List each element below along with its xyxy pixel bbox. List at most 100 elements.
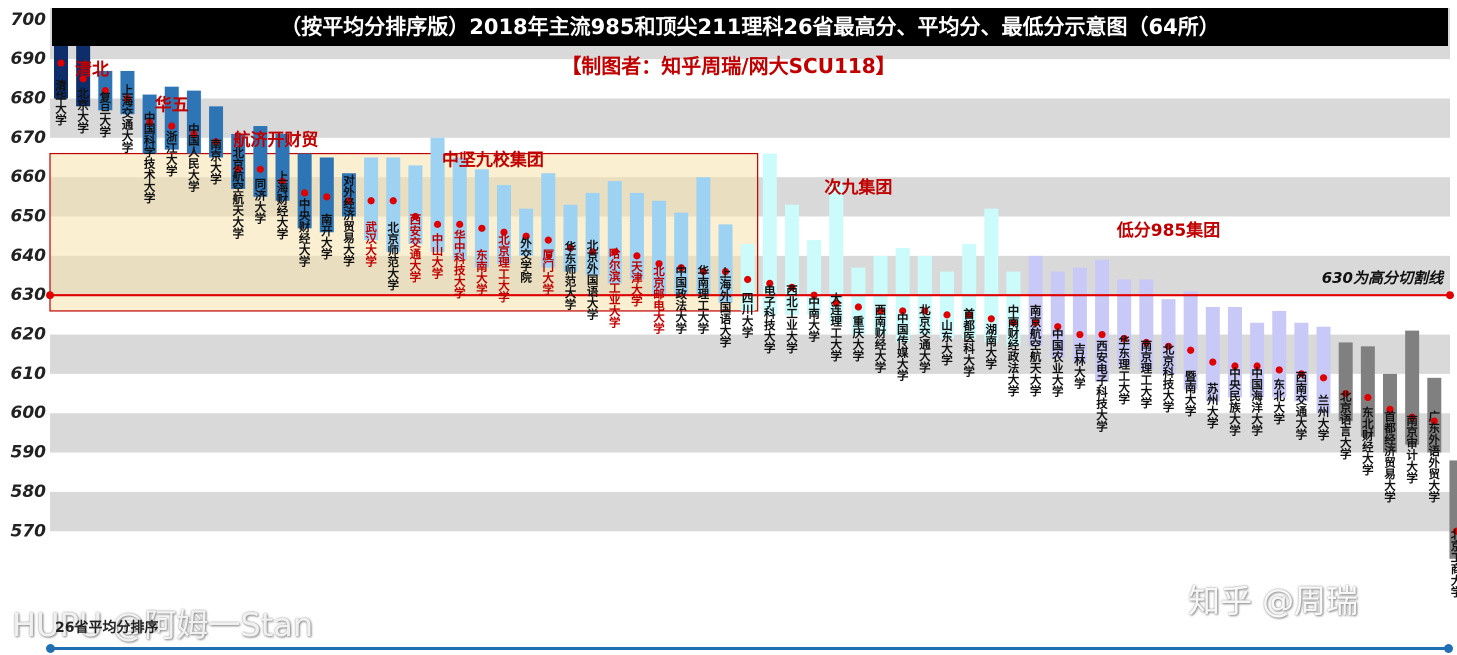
range-bar [940,271,954,339]
group-annotation: 航济开财贸 [233,130,318,151]
avg-dot [633,252,641,260]
university-label: 首都经济贸易大学 [1383,410,1397,504]
avg-dot [234,165,242,173]
group-annotation: 中坚九校集团 [442,149,544,170]
avg-dot [1253,362,1261,370]
avg-dot [1386,405,1394,413]
range-bar [541,173,556,268]
university-label: 首都医科大学 [962,307,976,378]
avg-dot [1142,338,1150,347]
avg-dot [832,299,840,307]
range-bar [1405,330,1420,445]
university-label: 重庆大学 [851,315,865,363]
grid-band [50,98,1450,138]
range-bar [452,157,467,260]
avg-dot [699,267,707,276]
range-bar [1028,255,1043,347]
avg-dot [500,228,508,236]
university-label: 上海外国语大学 [719,266,733,348]
avg-dot [146,118,154,126]
university-label: 中南大学 [807,295,821,343]
footer-note: 26省平均分排序 [55,620,159,636]
university-label: 中国科学技术大学 [143,111,157,205]
group-annotation: 华五 [155,94,189,115]
university-label: 大连理工大学 [829,291,843,362]
chart-title: （按平均分排序版）2018年主流985和顶尖211理科26省最高分、平均分、最低… [52,8,1448,46]
range-bar [474,169,489,268]
avg-dot [389,197,397,205]
avg-dot [854,303,863,311]
university-label: 中南财经政法大学 [1006,303,1020,397]
range-bar [829,181,844,323]
university-label: 华中科技大学 [453,228,467,299]
range-bar [1072,267,1087,363]
university-label: 北京航空航天大学 [231,146,245,240]
range-bar [607,181,622,284]
university-label: 东南大学 [475,248,489,296]
y-tick-label: 640 [11,246,47,266]
university-label: 中山大学 [431,232,445,280]
university-label: 电子科技大学 [763,283,777,354]
range-bar [275,133,290,201]
avg-dot [456,220,464,228]
range-bar [386,157,401,252]
avg-dot [79,75,87,83]
avg-dot [1054,323,1062,331]
range-bar [851,267,866,335]
range-bar [1117,279,1132,367]
avg-dot [168,122,176,130]
university-label: 中国政法大学 [674,264,688,335]
avg-dot [1275,366,1283,374]
range-bar [1250,322,1265,398]
university-label: 南开大学 [320,212,334,260]
range-bar [1139,279,1154,370]
university-label: 上海交通大学 [120,83,134,154]
university-label: 同济大学 [253,178,267,225]
y-tick-label: 690 [11,49,47,69]
university-label: 复旦大学 [98,90,112,138]
cutoff-label: 630为高分切割线 [1322,269,1445,287]
y-tick-label: 590 [11,443,47,463]
university-label: 吉林大学 [1073,342,1087,390]
range-bar [1338,342,1353,422]
range-bar [497,185,511,264]
university-label: 南京审计大学 [1405,413,1419,484]
footer-dot-right [1444,644,1453,653]
avg-dot [411,212,419,221]
range-bar [341,173,356,217]
avg-dot [278,177,287,185]
university-label: 兰州大学 [1317,393,1331,441]
avg-dot [1452,527,1457,535]
avg-dot [256,165,264,173]
avg-dot [876,307,885,315]
university-label: 南京大学 [209,138,223,186]
university-label: 北京大学 [76,86,90,134]
y-tick-label: 630 [11,285,47,305]
footer-line [50,647,1450,650]
avg-dot [721,267,730,276]
university-label: 北京邮电大学 [652,264,666,335]
university-label: 北京理工大学 [497,232,511,303]
university-label: 北京工商大学 [1449,527,1457,598]
y-tick-label: 670 [11,128,47,148]
range-bar [519,208,534,256]
avg-dot [301,189,309,197]
university-label: 西南财经大学 [874,304,888,374]
avg-dot [921,307,929,315]
avg-dot [677,264,685,272]
university-label: 西南交通大学 [1294,371,1308,441]
university-label: 武汉大学 [364,220,378,268]
university-label: 东北大学 [1272,378,1286,426]
avg-dot [589,248,597,256]
avg-dot [323,193,331,201]
university-label: 广东外语外贸大学 [1427,410,1441,504]
range-bar [1050,271,1065,359]
university-label: 西北工业大学 [785,284,799,354]
avg-dot [478,224,486,232]
cutoff-dot-right [1446,291,1454,300]
cutoff-dot-left [46,291,54,300]
university-label: 华东理工大学 [1117,335,1131,406]
range-bar [1294,322,1309,402]
university-label: 中国人民大学 [187,122,201,193]
